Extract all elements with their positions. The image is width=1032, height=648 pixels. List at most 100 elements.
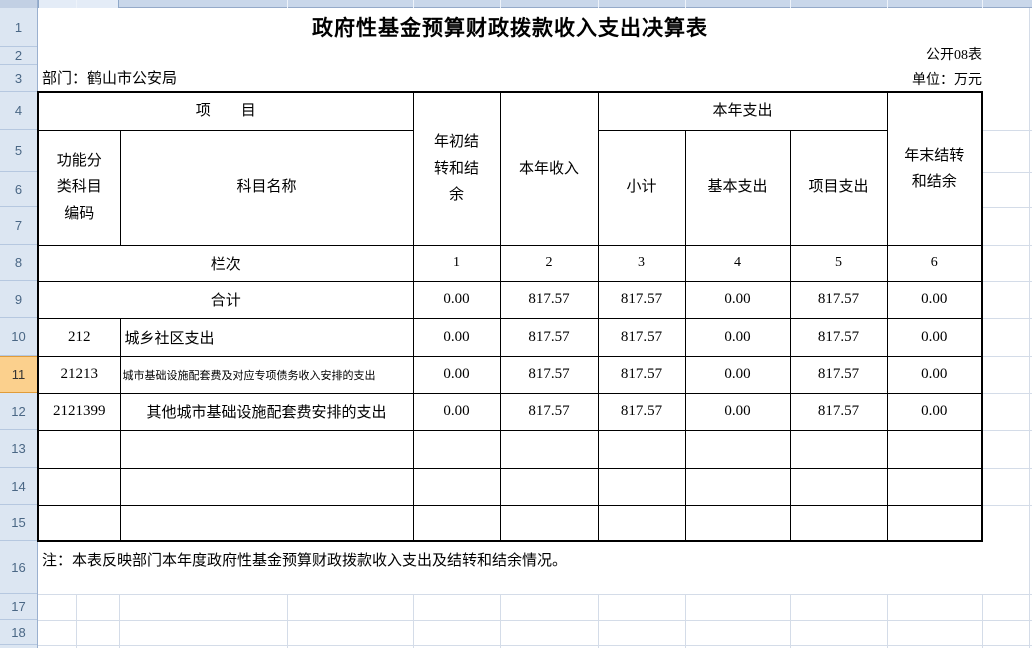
total-label-cell[interactable]: 合计: [37, 280, 414, 319]
header-project[interactable]: 项 目: [37, 91, 414, 131]
department-label: 部门：鹤山市公安局: [42, 71, 178, 87]
lane-number-cell[interactable]: 5: [789, 244, 888, 282]
empty-cell[interactable]: [684, 429, 791, 469]
empty-cell[interactable]: [597, 504, 686, 542]
name-cell[interactable]: 其他城市基础设施配套费安排的支出: [119, 392, 414, 431]
empty-cell[interactable]: [412, 504, 501, 542]
value-cell[interactable]: 817.57: [597, 355, 686, 394]
code-cell[interactable]: 2121399: [37, 392, 121, 431]
lane-number-cell[interactable]: 3: [597, 244, 686, 282]
value-cell[interactable]: 817.57: [789, 355, 888, 394]
value-cell[interactable]: 817.57: [499, 355, 599, 394]
lane-number-cell[interactable]: 6: [886, 244, 983, 282]
row-header-15[interactable]: 15: [0, 505, 37, 541]
header-basic-expense[interactable]: 基本支出: [684, 129, 791, 246]
empty-cell[interactable]: [789, 504, 888, 542]
lane-label-cell[interactable]: 栏次: [37, 244, 414, 282]
row-header-4[interactable]: 4: [0, 92, 37, 130]
name-cell[interactable]: 城市基础设施配套费及对应专项债务收入安排的支出: [119, 355, 414, 394]
value-cell[interactable]: 0.00: [886, 280, 983, 319]
header-func-code[interactable]: 功能分类科目编码: [37, 129, 121, 246]
empty-cell[interactable]: [886, 429, 983, 469]
value-cell[interactable]: 0.00: [412, 280, 501, 319]
value-cell[interactable]: 0.00: [886, 392, 983, 431]
value-cell[interactable]: 0.00: [886, 317, 983, 357]
row-header-5[interactable]: 5: [0, 130, 37, 172]
header-subject-name[interactable]: 科目名称: [119, 129, 414, 246]
column-separator: [287, 0, 288, 8]
value-cell[interactable]: 817.57: [789, 280, 888, 319]
lane-number-cell[interactable]: 4: [684, 244, 791, 282]
empty-cell[interactable]: [412, 467, 501, 506]
row-header-13[interactable]: 13: [0, 430, 37, 468]
row-header-9[interactable]: 9: [0, 281, 37, 318]
value-cell[interactable]: 0.00: [684, 280, 791, 319]
value-cell[interactable]: 0.00: [412, 355, 501, 394]
value-cell[interactable]: 817.57: [597, 280, 686, 319]
empty-cell[interactable]: [789, 429, 888, 469]
empty-cell[interactable]: [499, 429, 599, 469]
row-header-18[interactable]: 18: [0, 620, 37, 645]
value-cell[interactable]: 817.57: [789, 392, 888, 431]
row-header-3[interactable]: 3: [0, 65, 37, 92]
row-header-17[interactable]: 17: [0, 594, 37, 620]
row-header-16[interactable]: 16: [0, 541, 37, 594]
empty-cell[interactable]: [499, 467, 599, 506]
code-cell[interactable]: 212: [37, 317, 121, 357]
row-header-8[interactable]: 8: [0, 245, 37, 281]
empty-cell[interactable]: [499, 504, 599, 542]
empty-cell[interactable]: [789, 467, 888, 506]
value-cell[interactable]: 817.57: [499, 317, 599, 357]
empty-cell[interactable]: [119, 429, 414, 469]
empty-cell[interactable]: [37, 429, 121, 469]
value-cell[interactable]: 0.00: [412, 317, 501, 357]
value-cell[interactable]: 817.57: [597, 392, 686, 431]
empty-cell[interactable]: [412, 429, 501, 469]
empty-cell[interactable]: [37, 467, 121, 506]
value-cell[interactable]: 817.57: [499, 280, 599, 319]
empty-cell[interactable]: [886, 467, 983, 506]
header-end-balance[interactable]: 年末结转和结余: [886, 91, 983, 246]
column-header-strip[interactable]: [0, 0, 1032, 8]
gridline: [790, 594, 791, 648]
value-cell[interactable]: 0.00: [684, 392, 791, 431]
header-begin-balance[interactable]: 年初结转和结余: [412, 91, 501, 246]
empty-cell[interactable]: [886, 504, 983, 542]
value-cell[interactable]: 817.57: [597, 317, 686, 357]
row-header-12[interactable]: 12: [0, 393, 37, 430]
empty-cell[interactable]: [597, 429, 686, 469]
value-cell[interactable]: 0.00: [886, 355, 983, 394]
row-header-7[interactable]: 7: [0, 207, 37, 245]
row-header-11-selected[interactable]: 11: [0, 356, 37, 393]
row-header-14[interactable]: 14: [0, 468, 37, 505]
lane-number-cell[interactable]: 1: [412, 244, 501, 282]
row-header-2[interactable]: 2: [0, 47, 37, 65]
select-all-corner[interactable]: [0, 0, 38, 8]
empty-cell[interactable]: [119, 467, 414, 506]
gridline: [287, 594, 288, 648]
value-cell[interactable]: 0.00: [684, 355, 791, 394]
value-cell[interactable]: 817.57: [499, 392, 599, 431]
empty-cell[interactable]: [684, 467, 791, 506]
row-header-6[interactable]: 6: [0, 172, 37, 207]
header-current-expense[interactable]: 本年支出: [597, 91, 888, 131]
empty-cell[interactable]: [684, 504, 791, 542]
lane-number-cell[interactable]: 2: [499, 244, 599, 282]
header-project-expense[interactable]: 项目支出: [789, 129, 888, 246]
empty-cell[interactable]: [119, 504, 414, 542]
row-header-10[interactable]: 10: [0, 318, 37, 356]
column-separator: [413, 0, 414, 8]
value-cell[interactable]: 0.00: [412, 392, 501, 431]
name-cell[interactable]: 城乡社区支出: [119, 317, 414, 357]
selected-column-header[interactable]: [38, 0, 119, 8]
code-cell-active[interactable]: 21213: [37, 355, 121, 394]
empty-cell[interactable]: [597, 467, 686, 506]
table-row: 212 城乡社区支出 0.00 817.57 817.57 0.00 817.5…: [37, 317, 983, 357]
header-current-income[interactable]: 本年收入: [499, 91, 599, 246]
row-header-1[interactable]: 1: [0, 8, 37, 47]
empty-cell[interactable]: [37, 504, 121, 542]
value-cell[interactable]: 0.00: [684, 317, 791, 357]
value-cell[interactable]: 817.57: [789, 317, 888, 357]
gridline: [119, 594, 120, 648]
header-subtotal[interactable]: 小计: [597, 129, 686, 246]
